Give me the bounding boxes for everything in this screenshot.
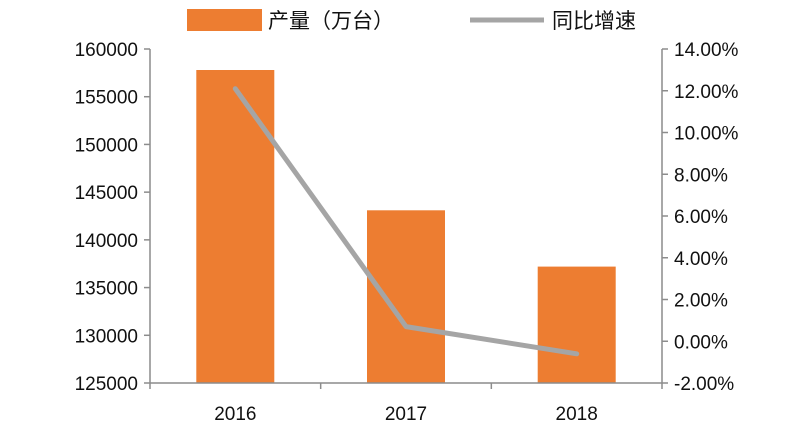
right-tick-label: 6.00% [674, 207, 728, 228]
x-tick-label: 2016 [214, 404, 256, 425]
x-tick-label: 2017 [385, 404, 427, 425]
left-tick-label: 145000 [75, 183, 138, 204]
right-tick-label: 12.00% [674, 82, 739, 103]
legend: 产量（万台） 同比增速 [187, 9, 636, 33]
right-axis: -2.00% 0.00% 2.00% 4.00% 6.00% 8.00% 10.00% 12.… [661, 40, 739, 395]
left-axis: 125000 130000 135000 140000 145000 150000 1550… [75, 40, 151, 395]
x-tick-label: 2018 [556, 404, 598, 425]
bar-2016 [196, 70, 275, 383]
bar-2017 [367, 210, 445, 383]
left-tick-label: 150000 [75, 135, 138, 156]
right-tick-label: 0.00% [674, 332, 728, 353]
x-axis: 2016 2017 2018 [149, 382, 663, 425]
line-series [232, 86, 580, 357]
right-tick-label: 8.00% [674, 165, 728, 186]
right-tick-label: 14.00% [674, 40, 739, 61]
left-tick-label: 130000 [75, 326, 138, 347]
legend-label-bar: 产量（万台） [268, 9, 394, 33]
left-tick-label: 125000 [75, 374, 138, 395]
bar-2018 [537, 266, 616, 383]
left-tick-label: 155000 [75, 88, 138, 109]
bar-series [196, 70, 616, 383]
legend-label-line: 同比增速 [552, 9, 636, 33]
left-tick-label: 160000 [75, 40, 138, 61]
right-tick-label: -2.00% [674, 374, 734, 395]
right-tick-label: 2.00% [674, 291, 728, 312]
right-tick-label: 10.00% [674, 124, 739, 145]
left-tick-label: 140000 [75, 231, 138, 252]
left-tick-label: 135000 [75, 279, 138, 300]
legend-swatch-bar [187, 9, 262, 31]
right-tick-label: 4.00% [674, 249, 728, 270]
